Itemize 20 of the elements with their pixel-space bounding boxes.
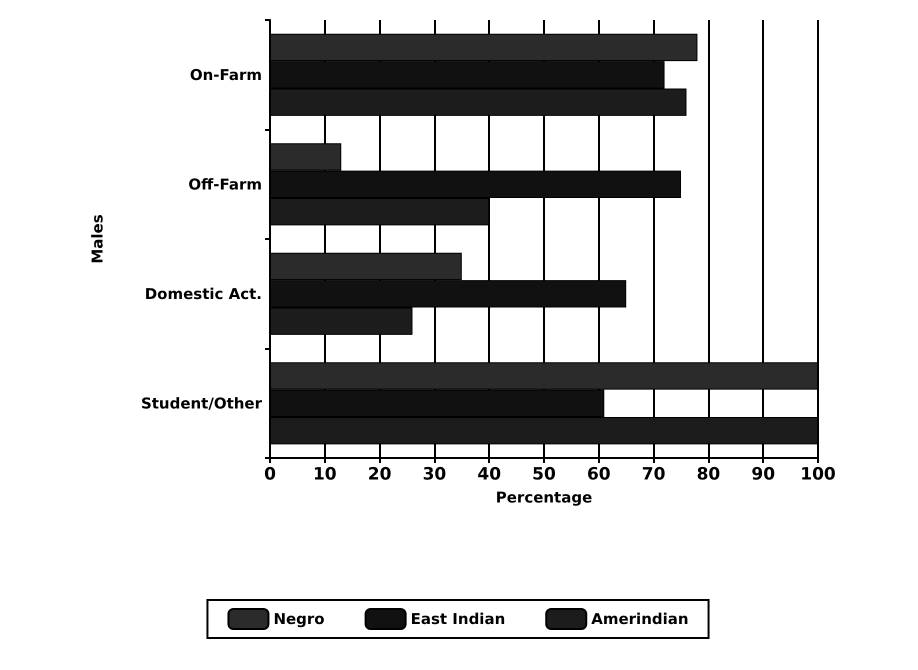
x-tick-label: 70: [642, 464, 666, 484]
y-tick-label: On-Farm: [190, 66, 262, 84]
x-tick-label: 20: [368, 464, 392, 484]
x-tick-label: 30: [422, 464, 446, 484]
x-tick-label: 50: [532, 464, 556, 484]
legend-label: East Indian: [410, 610, 506, 628]
x-tick-label: 90: [751, 464, 776, 484]
x-tick-label: 10: [312, 464, 337, 484]
y-axis-title: Males: [88, 214, 106, 264]
x-tick-label: 40: [477, 464, 502, 484]
y-tick-label: Domestic Act.: [144, 284, 262, 303]
y-tick-label: Student/Other: [140, 394, 263, 412]
x-tick-label: 80: [696, 464, 720, 484]
x-tick-label: 60: [586, 464, 611, 484]
legend-label: Amerindian: [591, 610, 689, 628]
legend-label: Negro: [273, 610, 325, 628]
x-axis-title: Percentage: [496, 488, 592, 506]
x-tick-label: 100: [800, 464, 836, 484]
y-tick-label: Off-Farm: [188, 175, 262, 194]
x-tick-label: 0: [264, 464, 276, 484]
